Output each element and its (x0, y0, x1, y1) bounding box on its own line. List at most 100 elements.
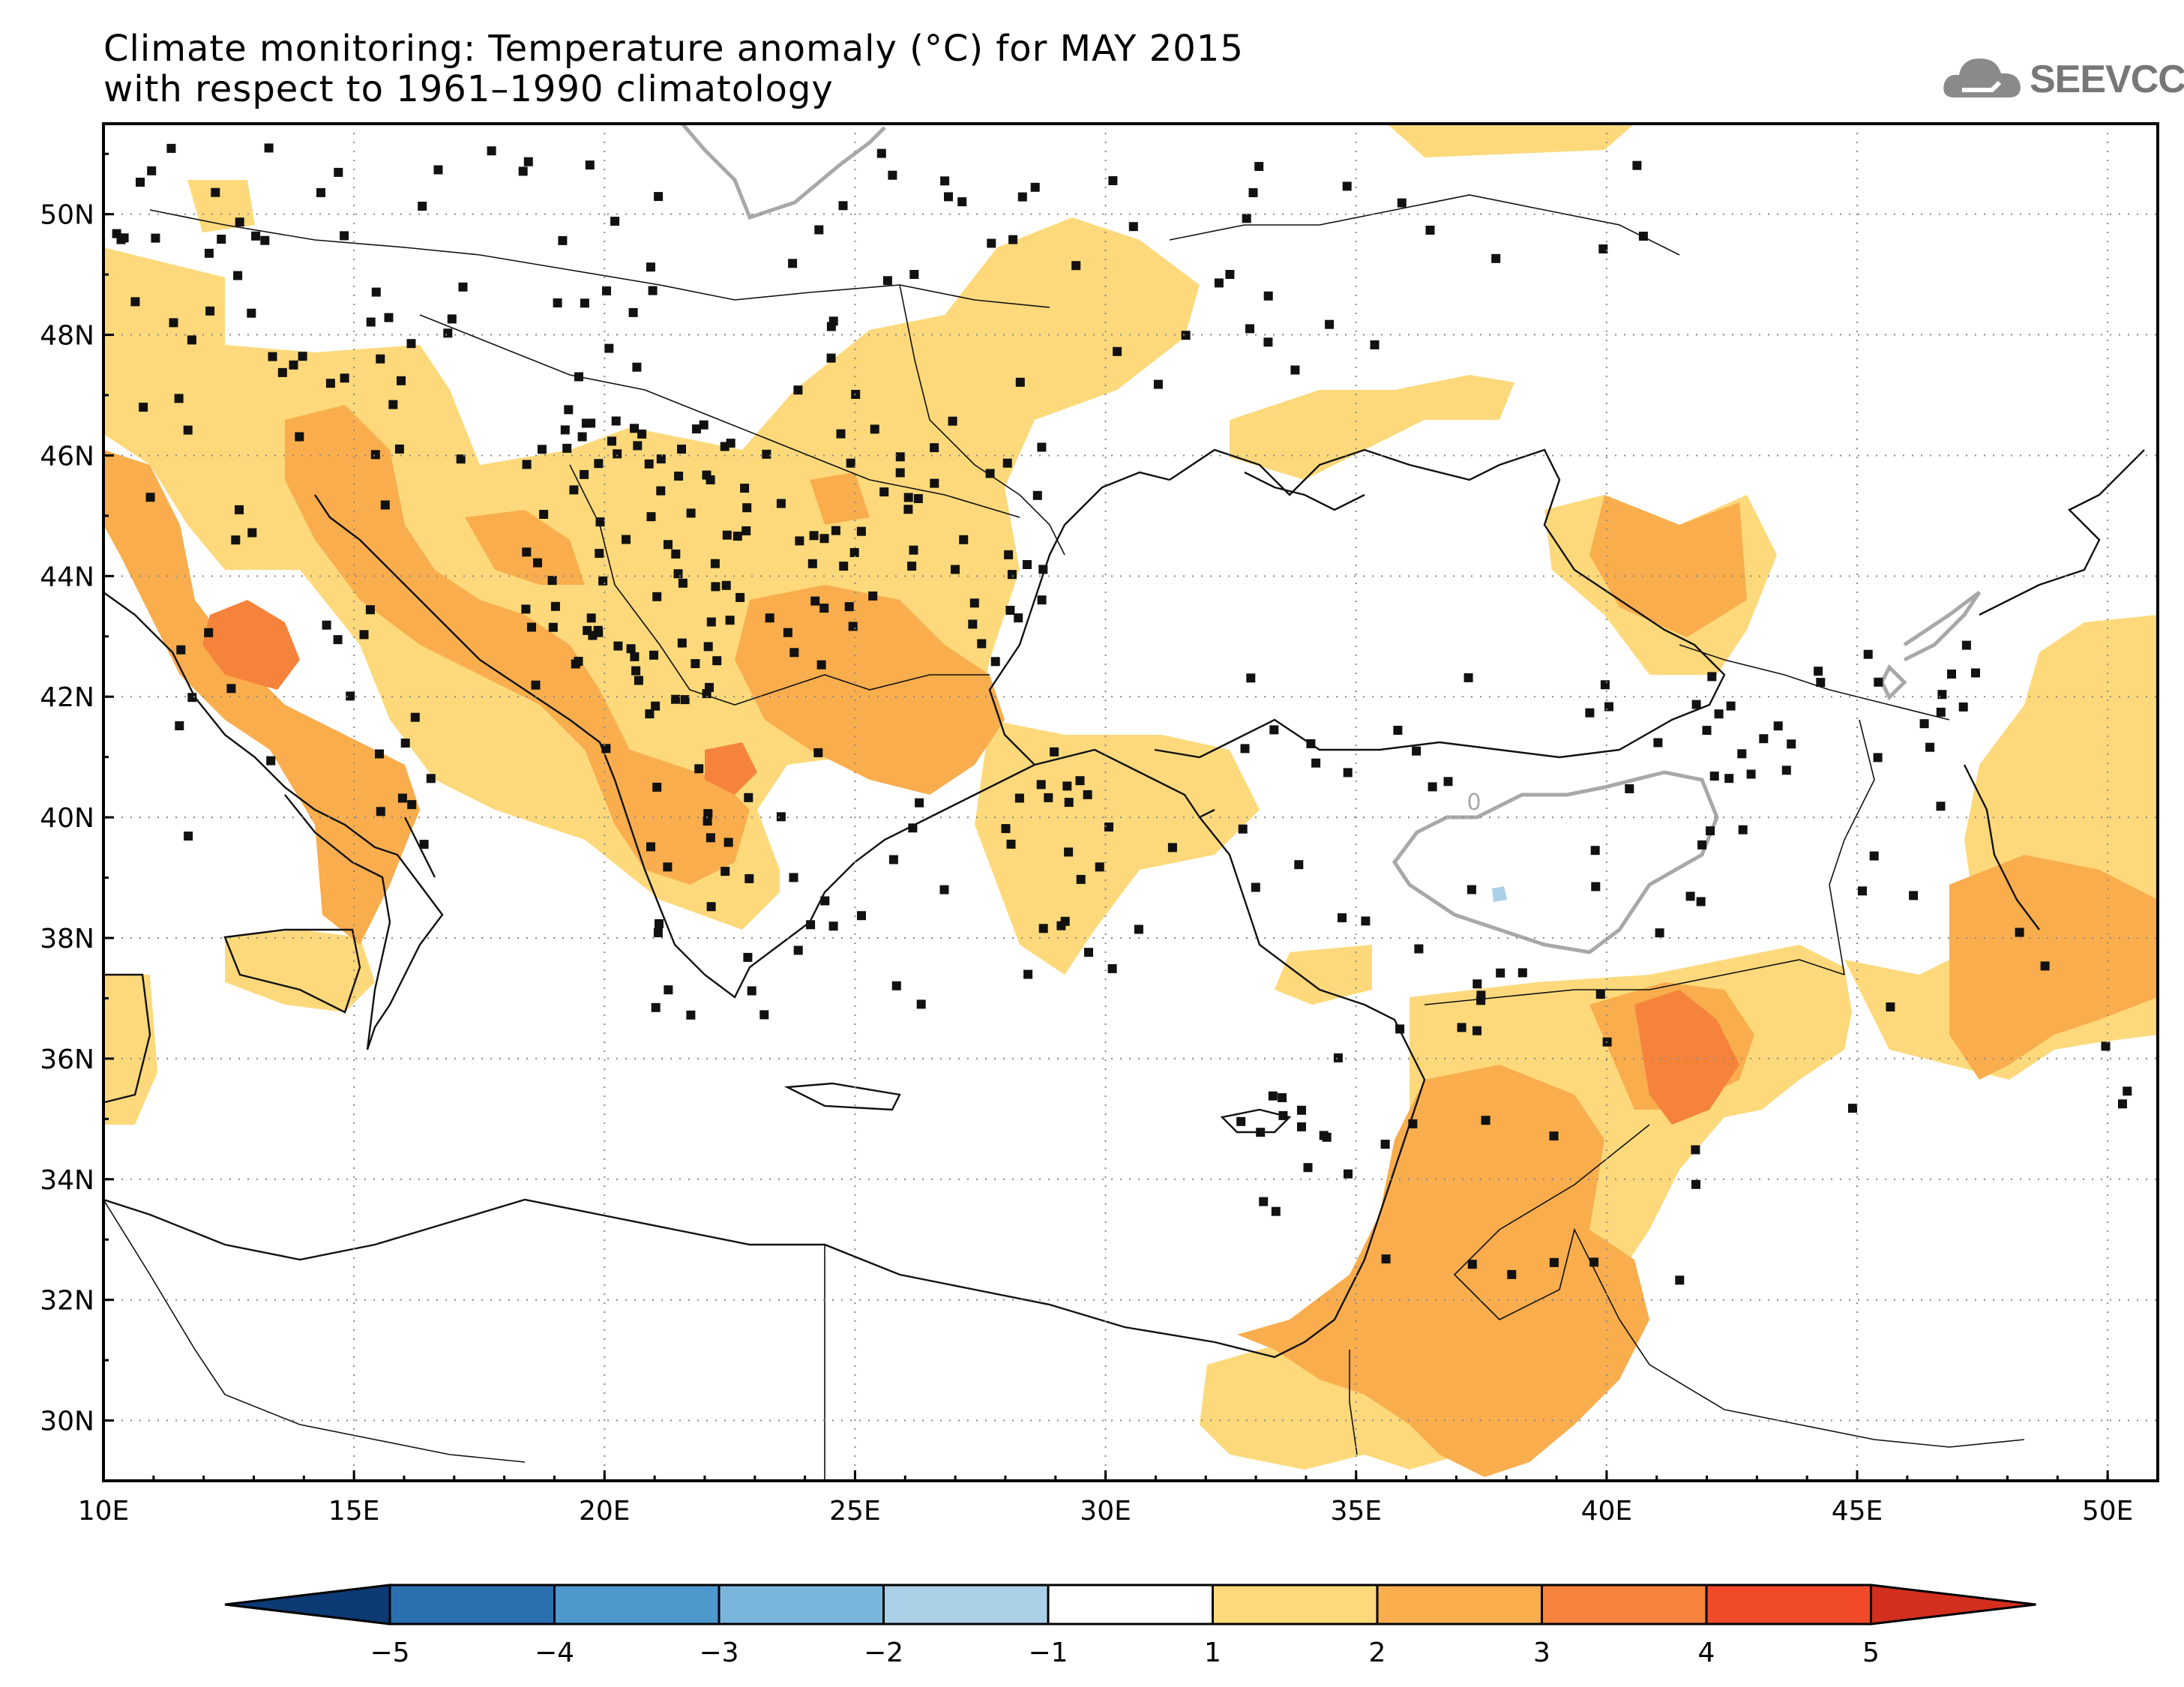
station-marker (1306, 739, 1316, 748)
station-marker (1491, 253, 1501, 263)
station-marker (651, 1002, 661, 1012)
station-marker (652, 782, 662, 792)
station-marker (1707, 672, 1717, 682)
station-marker (585, 160, 595, 170)
station-marker (1787, 739, 1796, 749)
station-marker (116, 235, 126, 244)
station-marker (622, 535, 631, 544)
station-marker (289, 360, 298, 370)
station-marker (826, 353, 836, 363)
caspian-coast (1979, 449, 2145, 616)
station-marker (846, 458, 855, 468)
lon-tick-label: 30E (1080, 1496, 1131, 1527)
station-marker (735, 592, 745, 602)
station-marker (1655, 928, 1664, 938)
station-marker (1691, 1179, 1700, 1189)
station-marker (147, 166, 157, 175)
station-marker (806, 920, 816, 930)
colorbar-bin (718, 1584, 885, 1626)
station-marker (2040, 961, 2050, 971)
longitude-labels: 10E 15E 20E 25E 30E 35E 40E 45E 50E (78, 1496, 2134, 1527)
anomaly-area-sardinia (103, 975, 157, 1125)
border-turkey-iran (1829, 719, 1875, 975)
station-marker (217, 235, 226, 244)
station-marker (828, 921, 838, 931)
station-marker (376, 807, 385, 817)
station-marker (1381, 1254, 1391, 1264)
station-marker (2118, 1099, 2127, 1109)
station-marker (692, 424, 701, 434)
station-marker (1037, 595, 1047, 605)
station-marker (793, 385, 803, 395)
station-marker (204, 628, 214, 637)
station-marker (969, 598, 979, 608)
station-marker (1311, 758, 1321, 768)
station-marker (831, 526, 840, 535)
station-marker (384, 313, 394, 322)
station-marker (744, 873, 754, 883)
station-marker (527, 622, 536, 632)
coastlines (103, 448, 2145, 1359)
station-marker (1848, 1104, 1857, 1113)
station-markers (112, 143, 2132, 1285)
station-marker (151, 233, 160, 243)
station-marker (1481, 1116, 1490, 1125)
station-marker (1128, 222, 1138, 232)
station-marker (562, 443, 572, 453)
station-marker (1685, 891, 1695, 901)
station-marker (2015, 927, 2024, 937)
station-marker (814, 225, 824, 235)
station-marker (1496, 968, 1505, 978)
station-marker (407, 800, 417, 810)
station-marker (1254, 162, 1264, 171)
station-marker (907, 562, 917, 571)
station-marker (1361, 916, 1371, 926)
station-marker (628, 307, 638, 317)
station-marker (610, 217, 620, 226)
station-marker (879, 487, 889, 497)
colorbar-bin (1047, 1584, 1214, 1626)
station-marker (1737, 749, 1747, 759)
station-marker (706, 617, 716, 627)
station-marker (205, 306, 215, 316)
colorbar-bin (1705, 1584, 1872, 1626)
lat-tick-label: 48N (40, 321, 94, 352)
station-marker (944, 192, 953, 202)
border-egypt-israel (1349, 1350, 1358, 1455)
lon-tick-label: 35E (1330, 1496, 1382, 1527)
station-marker (776, 812, 786, 822)
station-marker (211, 187, 220, 197)
lat-tick-label: 50N (40, 200, 94, 231)
station-marker (1773, 721, 1783, 731)
station-marker (1781, 766, 1791, 775)
colorbar-label: 2 (1369, 1638, 1386, 1668)
station-marker (580, 298, 589, 308)
station-marker (783, 628, 792, 637)
station-marker (264, 143, 274, 153)
station-marker (908, 823, 918, 833)
anomaly-area-dalmatia-albania (285, 405, 750, 885)
station-marker (1240, 744, 1250, 754)
station-marker (1919, 719, 1929, 729)
station-marker (1107, 963, 1117, 973)
station-marker (809, 531, 819, 541)
station-marker (1038, 924, 1048, 933)
station-marker (1297, 1105, 1306, 1115)
station-marker (1071, 261, 1081, 271)
lat-tick-label: 32N (40, 1286, 94, 1317)
station-marker (1467, 1260, 1477, 1269)
station-marker (1370, 340, 1380, 349)
station-marker (630, 652, 640, 661)
station-marker (145, 493, 155, 502)
station-marker (674, 472, 684, 481)
colorbar-bin (388, 1584, 556, 1626)
station-marker (184, 832, 193, 841)
station-marker (539, 510, 549, 519)
station-marker (397, 376, 406, 385)
station-marker (788, 259, 798, 268)
station-marker (819, 604, 829, 613)
station-marker (1549, 1257, 1559, 1267)
station-marker (1873, 753, 1883, 763)
station-marker (725, 616, 735, 625)
lat-tick-label: 46N (40, 441, 94, 472)
